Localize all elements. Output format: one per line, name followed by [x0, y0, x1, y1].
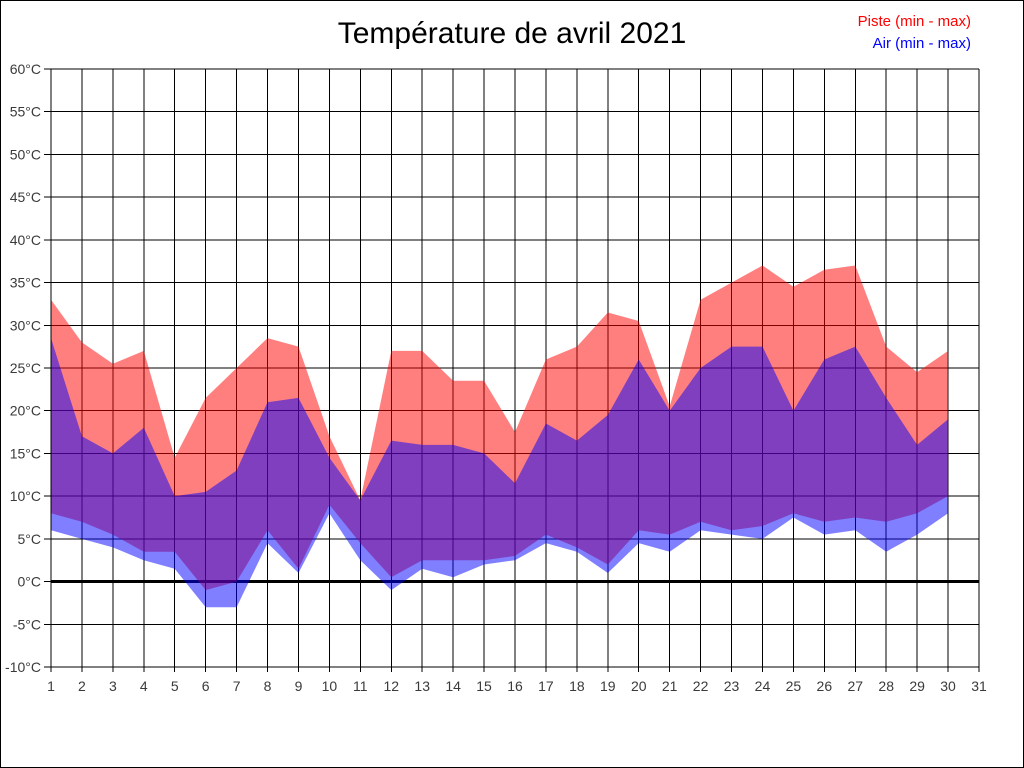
y-tick-label: 40°C: [10, 232, 41, 248]
x-tick-label: 7: [233, 678, 241, 694]
x-tick-label: 17: [538, 678, 554, 694]
x-tick-label: 27: [847, 678, 863, 694]
y-tick-label: 15°C: [10, 445, 41, 461]
x-tick-label: 18: [569, 678, 585, 694]
x-tick-label: 2: [78, 678, 86, 694]
x-tick-label: 28: [878, 678, 894, 694]
y-tick-label: 10°C: [10, 488, 41, 504]
x-tick-label: 6: [202, 678, 210, 694]
y-tick-label: 25°C: [10, 360, 41, 376]
y-tick-label: 35°C: [10, 275, 41, 291]
y-tick-label: 45°C: [10, 189, 41, 205]
y-tick-label: -10°C: [5, 659, 41, 675]
air-band: [51, 338, 949, 608]
x-tick-label: 3: [109, 678, 117, 694]
x-tick-label: 31: [971, 678, 987, 694]
x-tick-label: 1: [47, 678, 55, 694]
legend-item-air: Air (min - max): [872, 35, 971, 52]
y-tick-label: 55°C: [10, 104, 41, 120]
x-tick-label: 29: [909, 678, 925, 694]
x-tick-label: 22: [693, 678, 709, 694]
y-tick-label: 5°C: [18, 531, 42, 547]
x-tick-label: 16: [507, 678, 523, 694]
y-tick-label: 20°C: [10, 403, 41, 419]
x-tick-label: 11: [353, 678, 368, 694]
x-tick-label: 21: [662, 678, 678, 694]
x-tick-label: 14: [445, 678, 461, 694]
x-tick-label: 4: [140, 678, 148, 694]
x-tick-label: 30: [940, 678, 956, 694]
y-tick-label: 60°C: [10, 61, 41, 77]
y-tick-label: 0°C: [18, 574, 42, 590]
y-tick-label: 50°C: [10, 146, 41, 162]
x-tick-label: 26: [817, 678, 833, 694]
x-tick-label: 9: [295, 678, 303, 694]
chart-title: Température de avril 2021: [337, 17, 687, 50]
legend: Piste (min - max) Air (min - max): [858, 11, 971, 55]
x-tick-label: 15: [476, 678, 492, 694]
y-axis-labels: 60°C 55°C 50°C 45°C 40°C 35°C 30°C 25°C 20°C 15°C…: [5, 61, 51, 675]
x-tick-label: 19: [600, 678, 616, 694]
x-tick-label: 12: [383, 678, 399, 694]
y-tick-label: 30°C: [10, 317, 41, 333]
x-tick-label: 13: [414, 678, 430, 694]
x-tick-label: 10: [322, 678, 338, 694]
x-tick-label: 25: [786, 678, 802, 694]
x-tick-label: 20: [631, 678, 647, 694]
x-axis-labels: 1 2 3 4 5 6 7 8 9 10 11 12 13 14 15 16 17 18 19 20 21 22 23 24 2…: [47, 667, 987, 694]
x-tick-label: 8: [264, 678, 272, 694]
x-tick-label: 24: [755, 678, 771, 694]
y-tick-label: -5°C: [13, 616, 41, 632]
legend-item-piste: Piste (min - max): [857, 13, 971, 30]
x-tick-label: 23: [724, 678, 740, 694]
x-tick-label: 5: [171, 678, 179, 694]
